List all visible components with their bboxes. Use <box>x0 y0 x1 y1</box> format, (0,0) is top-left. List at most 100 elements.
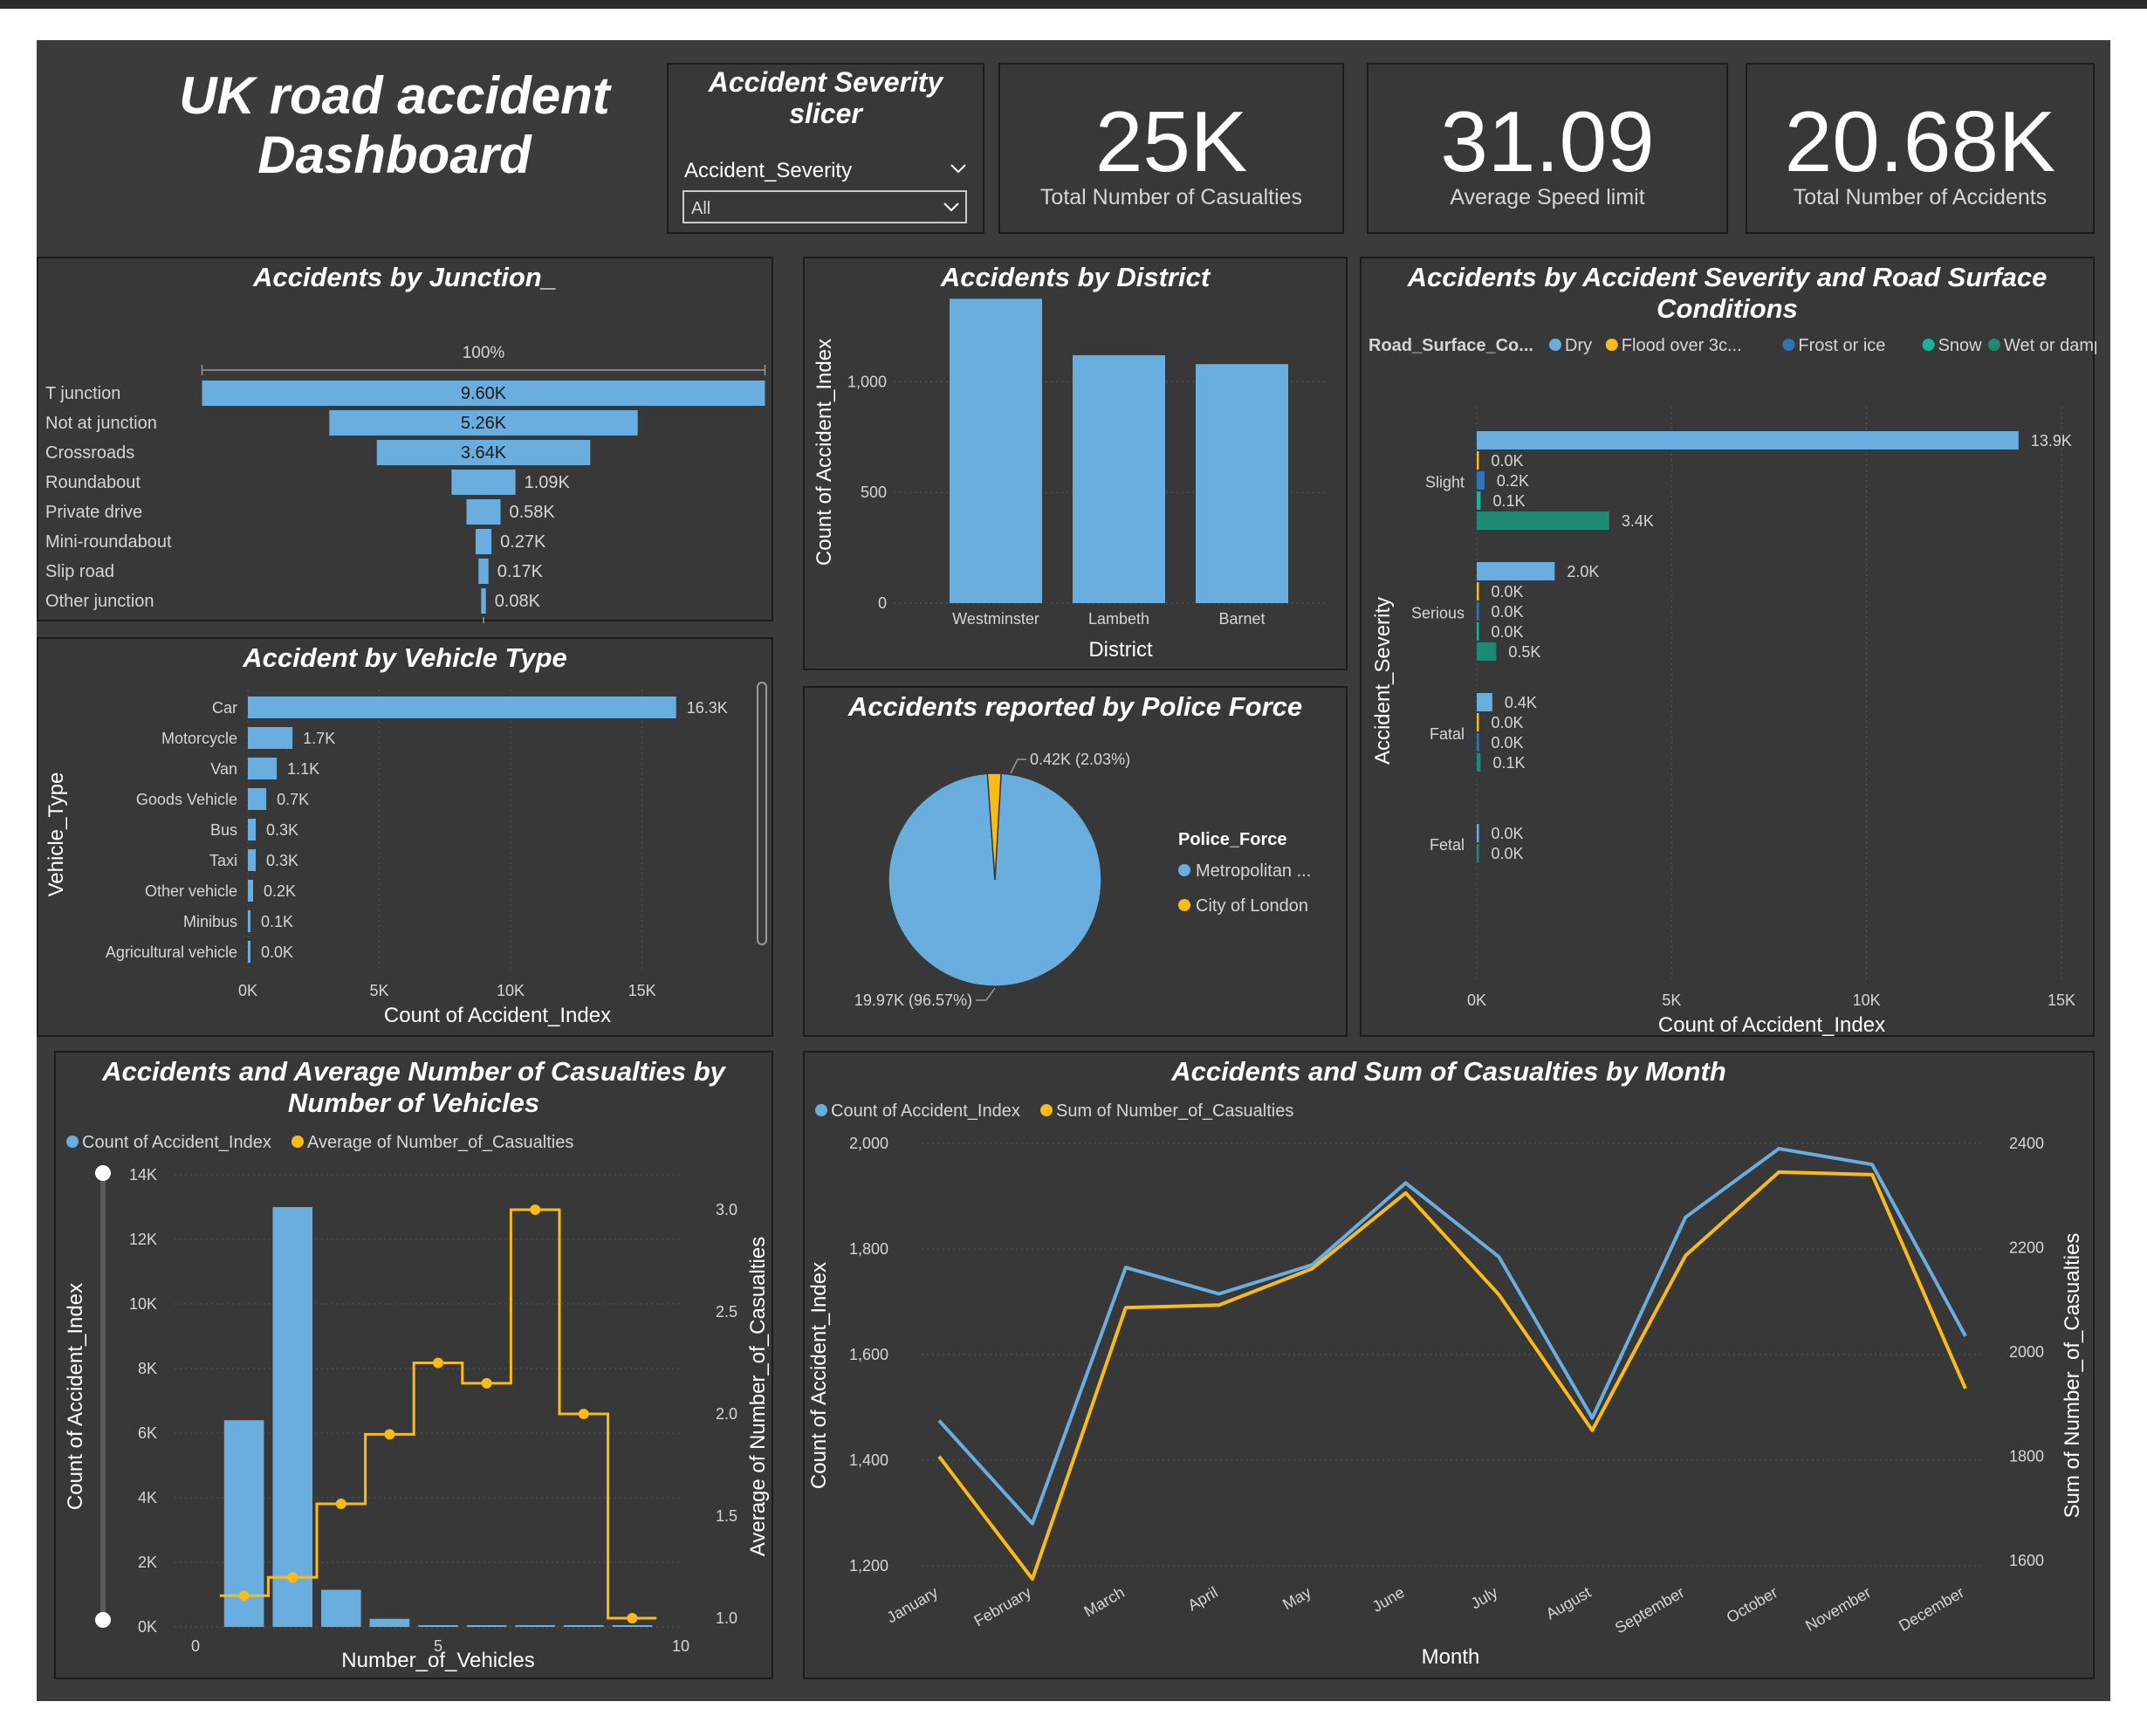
vehicle-bar-chart: 0K 5K 10K 15K Car 16.3K Motorcycle 1.7K Van 1.1K G… <box>45 682 767 1027</box>
combo-y2-tick: 1.0 <box>716 1609 737 1627</box>
severity-value-label: 0.0K <box>1492 583 1524 600</box>
funnel-bar <box>376 440 591 465</box>
severity-legend-entry: Dry <box>1565 336 1592 355</box>
month-legend-entry: Sum of Number_of_Casualties <box>1056 1101 1293 1121</box>
combo-bar <box>612 1625 653 1627</box>
kpi-label: Average Speed limit <box>1450 185 1645 209</box>
month-y-tick: 1,400 <box>849 1451 888 1469</box>
district-y-tick: 500 <box>861 484 887 501</box>
dashboard-canvas: UK road accident Dashboard Accident Seve… <box>37 40 2110 1701</box>
district-x-tick: Westminster <box>952 610 1039 628</box>
month-x-tick: March <box>1081 1583 1128 1620</box>
district-chart-panel: Accidents by District 0 500 1,000 Westminst… <box>803 257 1348 670</box>
month-x-tick: January <box>884 1583 941 1626</box>
vehicle-chart-title: Accident by Vehicle Type <box>243 642 567 673</box>
month-legend-marker <box>1040 1104 1053 1116</box>
severity-y-axis-title: Accident_Severity <box>1371 597 1395 765</box>
slicer-title-line1: Accident Severity <box>708 66 943 98</box>
severity-category-label: Serious <box>1411 605 1464 622</box>
month-line-casualties <box>937 1170 1967 1582</box>
severity-value-label: 13.9K <box>2031 432 2072 449</box>
slicer-dropdown[interactable]: All <box>683 190 967 223</box>
combo-line-point <box>287 1572 298 1583</box>
vehicle-category-label: Agricultural vehicle <box>106 943 237 961</box>
severity-value-label: 0.0K <box>1492 845 1524 862</box>
combo-bar <box>515 1625 555 1627</box>
severity-value-label: 2.0K <box>1567 563 1599 580</box>
month-y-tick: 1,800 <box>849 1240 888 1258</box>
vehicle-category-label: Bus <box>210 821 237 839</box>
combo-line-point <box>530 1204 541 1215</box>
severity-bar <box>1477 562 1555 580</box>
district-bar <box>1073 355 1165 603</box>
vehicle-bar <box>248 696 676 718</box>
zoom-slider-handle-top[interactable] <box>95 1165 111 1181</box>
chevron-down-icon[interactable] <box>950 162 967 175</box>
vehicle-x-tick: 0K <box>238 982 257 999</box>
severity-value-label: 0.0K <box>1492 734 1524 751</box>
combo-line-point <box>481 1377 492 1389</box>
combo-line-point <box>433 1357 443 1369</box>
funnel-category-label: Roundabout <box>45 473 141 492</box>
month-x-tick: May <box>1279 1583 1314 1613</box>
kpi-value: 20.68K <box>1784 93 2056 189</box>
severity-surface-chart-panel: Accidents by Accident Severity and Road … <box>1360 257 2096 1037</box>
severity-bar <box>1477 582 1479 600</box>
slicer-selected-value: All <box>691 199 711 218</box>
month-x-tick: October <box>1724 1583 1780 1626</box>
funnel-bar <box>466 499 501 525</box>
vehicle-bar <box>248 758 278 779</box>
combo-bar <box>369 1618 410 1627</box>
dashboard-title-line2: Dashboard <box>257 126 532 184</box>
month-legend-marker <box>815 1104 827 1116</box>
funnel-top-label: 100% <box>463 344 505 362</box>
month-legend-entry: Count of Accident_Index <box>831 1101 1020 1121</box>
combo-y2-tick: 1.5 <box>716 1507 737 1525</box>
month-y2-tick: 2400 <box>2009 1135 2044 1152</box>
combo-y-tick: 6K <box>138 1424 157 1442</box>
vehicle-value-label: 1.1K <box>287 760 319 778</box>
severity-x-tick: 0K <box>1467 992 1486 1009</box>
pie-legend-marker <box>1178 864 1190 876</box>
severity-bar <box>1477 431 2019 449</box>
month-chart-title: Accidents and Sum of Casualties by Month <box>1171 1056 1726 1087</box>
pie-legend-entry: City of London <box>1196 896 1308 916</box>
severity-value-label: 0.0K <box>1492 603 1524 621</box>
dashboard-title-line1: UK road accident <box>179 66 610 125</box>
funnel-bar <box>475 529 492 554</box>
vehicle-value-label: 0.7K <box>277 791 309 808</box>
severity-bar <box>1477 753 1481 772</box>
combo-y-tick: 12K <box>129 1231 157 1248</box>
kpi-value: 31.09 <box>1440 93 1655 189</box>
funnel-value-label: 1.09K <box>525 473 571 492</box>
combo-bar <box>418 1625 458 1627</box>
vehicle-bar <box>248 941 250 963</box>
vehicle-category-label: Minibus <box>183 913 237 930</box>
combo-legend-marker <box>292 1136 304 1148</box>
month-y-axis-title: Count of Accident_Index <box>807 1262 831 1489</box>
combo-legend-entry: Count of Accident_Index <box>82 1133 271 1152</box>
vehicle-bar <box>248 819 257 841</box>
combo-x-tick: 5 <box>434 1637 442 1655</box>
combo-legend-marker <box>66 1136 79 1148</box>
vehicle-bar <box>248 849 257 871</box>
funnel-category-label: Not at junction <box>45 414 157 433</box>
pie-slice <box>888 772 1102 987</box>
junction-chart-panel: Accidents by Junction_ 100% T junction 9.6… <box>37 257 773 623</box>
severity-legend-entry: Wet or damp <box>2004 336 2096 355</box>
pie-legend-title: Police_Force <box>1178 830 1287 849</box>
district-chart-title: Accidents by District <box>940 262 1211 292</box>
severity-chart-title-line1: Accidents by Accident Severity and Road … <box>1407 262 2048 292</box>
month-x-tick: April <box>1185 1583 1221 1614</box>
combo-line-point <box>578 1409 589 1419</box>
vehicle-x-tick: 15K <box>628 982 656 999</box>
funnel-value-label: 0.58K <box>509 503 555 522</box>
vehicle-bar <box>248 910 251 932</box>
month-x-tick: September <box>1612 1583 1687 1637</box>
combo-line-point <box>238 1590 250 1602</box>
severity-value-label: 0.0K <box>1492 623 1524 641</box>
severity-slicer[interactable]: Accident Severity slicer Accident_Severi… <box>667 63 984 234</box>
zoom-slider-handle-bottom[interactable] <box>95 1612 111 1628</box>
severity-x-axis-title: Count of Accident_Index <box>1658 1013 1885 1037</box>
vehicle-bar <box>248 880 254 902</box>
